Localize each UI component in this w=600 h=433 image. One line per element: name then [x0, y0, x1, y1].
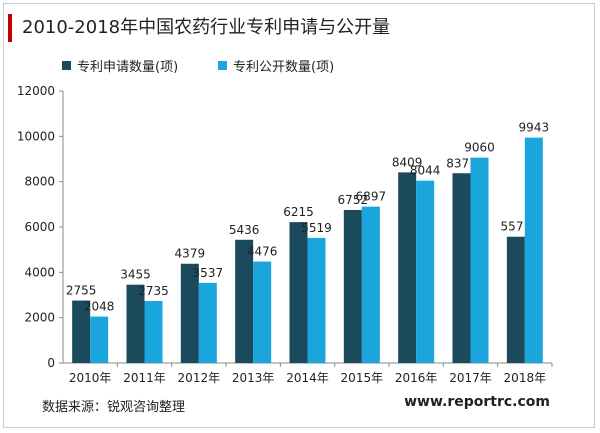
brand-url: www.reportrc.com	[404, 394, 550, 410]
data-label-applications: 8371	[446, 156, 477, 170]
x-tick-label: 2013年	[232, 371, 275, 385]
data-label-applications: 6215	[283, 205, 314, 219]
bar-applications	[180, 263, 199, 363]
legend-swatch-publications	[218, 61, 227, 70]
bar-applications	[126, 284, 145, 363]
y-tick-label: 6000	[24, 220, 55, 234]
data-source: 数据来源：锐观咨询整理	[42, 400, 186, 415]
y-tick-label: 10000	[17, 129, 55, 143]
legend-label-applications: 专利申请数量(项)	[77, 60, 179, 75]
data-label-applications: 5436	[229, 223, 260, 237]
x-tick-label: 2018年	[504, 371, 547, 385]
y-tick-label: 8000	[24, 175, 55, 189]
x-tick-label: 2010年	[69, 371, 112, 385]
bar-applications	[343, 209, 362, 363]
data-label-applications: 3455	[120, 268, 151, 282]
data-label-applications: 6752	[338, 193, 369, 207]
x-tick-label: 2011年	[123, 371, 166, 385]
data-label-applications: 8409	[392, 155, 423, 169]
x-tick-label: 2014年	[286, 371, 329, 385]
legend-item-publications: 专利公开数量(项)	[218, 56, 334, 75]
bar-publications	[198, 282, 217, 363]
data-label-publications: 4476	[247, 245, 278, 259]
data-label-publications: 9943	[519, 121, 550, 135]
y-tick-label: 12000	[17, 84, 55, 98]
data-label-applications: 4379	[175, 247, 206, 261]
y-tick-label: 0	[47, 356, 55, 370]
data-label-publications: 2735	[138, 284, 169, 298]
bar-applications	[506, 236, 525, 363]
chart-title: 2010-2018年中国农药行业专利申请与公开量	[22, 17, 391, 38]
data-label-applications: 5571	[501, 220, 532, 234]
data-label-publications: 2048	[84, 300, 115, 314]
data-label-publications: 5519	[301, 221, 332, 235]
bar-applications	[289, 222, 308, 363]
data-label-publications: 9060	[464, 141, 495, 155]
y-tick-label: 2000	[24, 311, 55, 325]
bar-applications	[72, 300, 91, 363]
legend-label-publications: 专利公开数量(项)	[233, 60, 335, 75]
bar-applications	[398, 172, 417, 363]
data-label-publications: 3537	[193, 266, 224, 280]
bar-publications	[90, 316, 109, 363]
bar-applications	[235, 239, 254, 363]
bar-publications	[361, 206, 380, 363]
bar-publications	[253, 261, 272, 363]
bar-publications	[416, 180, 435, 363]
bar-publications	[470, 157, 489, 363]
x-tick-label: 2016年	[395, 371, 438, 385]
x-tick-label: 2015年	[341, 371, 384, 385]
data-label-publications: 6897	[356, 190, 387, 204]
data-label-publications: 8044	[410, 164, 441, 178]
y-tick-label: 4000	[24, 265, 55, 279]
bar-publications	[524, 137, 543, 363]
bar-applications	[452, 173, 471, 363]
bar-publications	[307, 237, 326, 363]
bar-publications	[144, 301, 163, 363]
x-tick-label: 2017年	[449, 371, 492, 385]
x-tick-label: 2012年	[178, 371, 221, 385]
title-accent-bar	[8, 14, 12, 42]
data-label-applications: 2755	[66, 284, 97, 298]
legend: 专利申请数量(项) 专利公开数量(项)	[0, 56, 600, 78]
legend-swatch-applications	[62, 61, 71, 70]
legend-item-applications: 专利申请数量(项)	[62, 56, 178, 75]
